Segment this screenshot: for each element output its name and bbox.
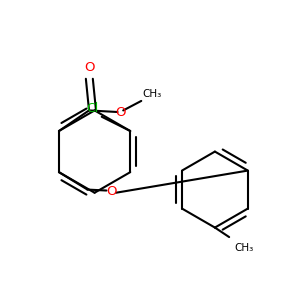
Text: O: O [116, 106, 126, 118]
Text: O: O [84, 61, 94, 74]
Text: CH₃: CH₃ [234, 243, 253, 253]
Text: O: O [106, 185, 116, 198]
Text: CH₃: CH₃ [143, 89, 162, 99]
Text: Cl: Cl [86, 102, 99, 115]
